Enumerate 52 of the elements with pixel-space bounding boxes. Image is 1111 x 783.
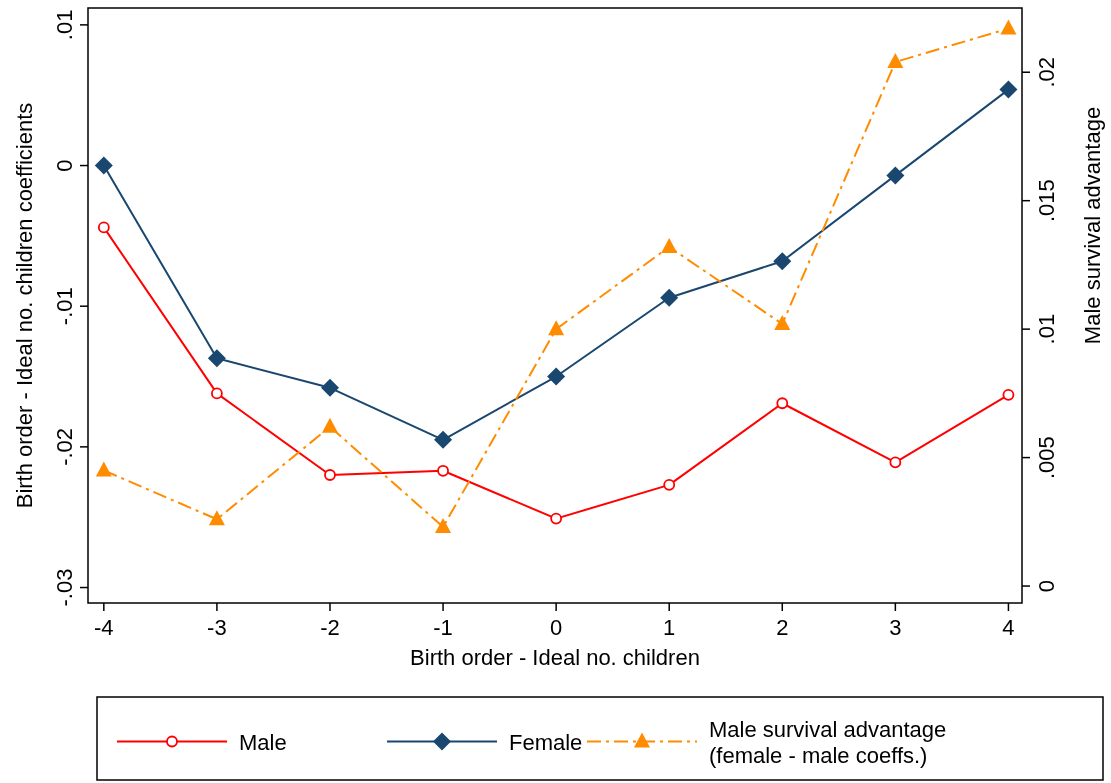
y-tick-label: -.02 — [52, 427, 77, 466]
y-tick-label: .01 — [52, 9, 77, 41]
x-tick-label: 4 — [1002, 615, 1015, 640]
y2-tick-label: .02 — [1034, 56, 1059, 88]
x-tick-label: -3 — [207, 615, 227, 640]
y2-axis-title: Male survival advantage — [1080, 106, 1105, 345]
y-tick-label: -.03 — [52, 568, 77, 607]
x-tick-label: 1 — [663, 615, 676, 640]
y2-tick-label: .01 — [1034, 313, 1059, 345]
x-tick-label: 3 — [889, 615, 902, 640]
point — [663, 478, 676, 491]
x-tick-label: -1 — [433, 615, 453, 640]
point — [1000, 19, 1017, 35]
point — [661, 237, 678, 253]
point — [324, 469, 336, 481]
y2-tick-label: .015 — [1034, 179, 1059, 223]
point — [773, 252, 792, 271]
point — [207, 349, 226, 368]
y-tick-label: -.01 — [52, 287, 77, 326]
point — [547, 367, 566, 386]
y-axis-title: Birth order - Ideal no. children coefficients — [12, 102, 37, 509]
point — [887, 52, 904, 68]
x-axis-title: Birth order - Ideal no. children — [410, 645, 700, 670]
point — [550, 512, 563, 525]
x-tick-label: 2 — [776, 615, 789, 640]
point — [94, 156, 113, 175]
point — [208, 510, 225, 526]
point — [1002, 388, 1015, 401]
point — [774, 315, 791, 330]
y-tick-label: 0 — [52, 159, 77, 172]
point — [321, 417, 338, 433]
point — [95, 461, 112, 477]
point — [889, 456, 902, 469]
point — [886, 166, 905, 185]
point — [97, 221, 110, 234]
point — [660, 288, 679, 307]
point — [437, 464, 449, 477]
point — [434, 430, 453, 449]
legend-label: Male — [239, 729, 287, 755]
legend-label: Female — [509, 729, 583, 755]
point — [776, 397, 789, 410]
point — [999, 80, 1018, 99]
y2-tick-label: 0 — [1034, 579, 1059, 593]
x-tick-label: -4 — [94, 615, 114, 640]
point — [548, 320, 565, 336]
point — [211, 387, 223, 400]
y2-tick-label: .005 — [1034, 436, 1059, 479]
point — [435, 517, 452, 533]
point — [320, 378, 339, 397]
legend-label: Male survival advantage (female - male coeffs.) — [709, 716, 947, 768]
x-tick-label: 0 — [550, 615, 563, 640]
x-tick-label: -2 — [320, 615, 340, 640]
